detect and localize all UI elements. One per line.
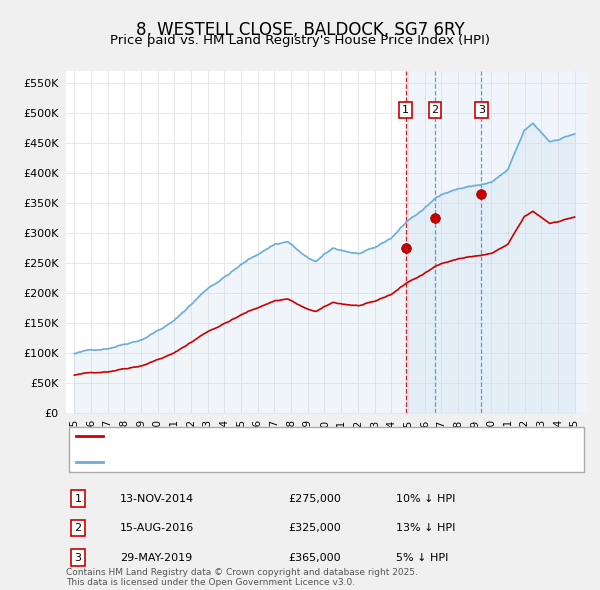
Bar	[406, 71, 588, 413]
Text: £275,000: £275,000	[288, 494, 341, 503]
FancyBboxPatch shape	[68, 427, 584, 473]
Text: 2: 2	[74, 523, 82, 533]
Text: £365,000: £365,000	[288, 553, 341, 562]
Text: 10% ↓ HPI: 10% ↓ HPI	[396, 494, 455, 503]
Text: 13-NOV-2014: 13-NOV-2014	[120, 494, 194, 503]
Text: 2: 2	[431, 105, 439, 115]
Text: 5% ↓ HPI: 5% ↓ HPI	[396, 553, 448, 562]
Text: HPI: Average price, semi-detached house, North Hertfordshire: HPI: Average price, semi-detached house,…	[113, 457, 436, 467]
Text: 3: 3	[478, 105, 485, 115]
Text: 1: 1	[74, 494, 82, 503]
Text: 15-AUG-2016: 15-AUG-2016	[120, 523, 194, 533]
Text: 1: 1	[402, 105, 409, 115]
Text: 3: 3	[74, 553, 82, 562]
Text: £325,000: £325,000	[288, 523, 341, 533]
Text: Price paid vs. HM Land Registry's House Price Index (HPI): Price paid vs. HM Land Registry's House …	[110, 34, 490, 47]
Text: 29-MAY-2019: 29-MAY-2019	[120, 553, 192, 562]
Text: 13% ↓ HPI: 13% ↓ HPI	[396, 523, 455, 533]
Text: Contains HM Land Registry data © Crown copyright and database right 2025.
This d: Contains HM Land Registry data © Crown c…	[66, 568, 418, 587]
Text: 8, WESTELL CLOSE, BALDOCK, SG7 6RY: 8, WESTELL CLOSE, BALDOCK, SG7 6RY	[136, 21, 464, 39]
Text: 8, WESTELL CLOSE, BALDOCK, SG7 6RY (semi-detached house): 8, WESTELL CLOSE, BALDOCK, SG7 6RY (semi…	[113, 431, 442, 441]
